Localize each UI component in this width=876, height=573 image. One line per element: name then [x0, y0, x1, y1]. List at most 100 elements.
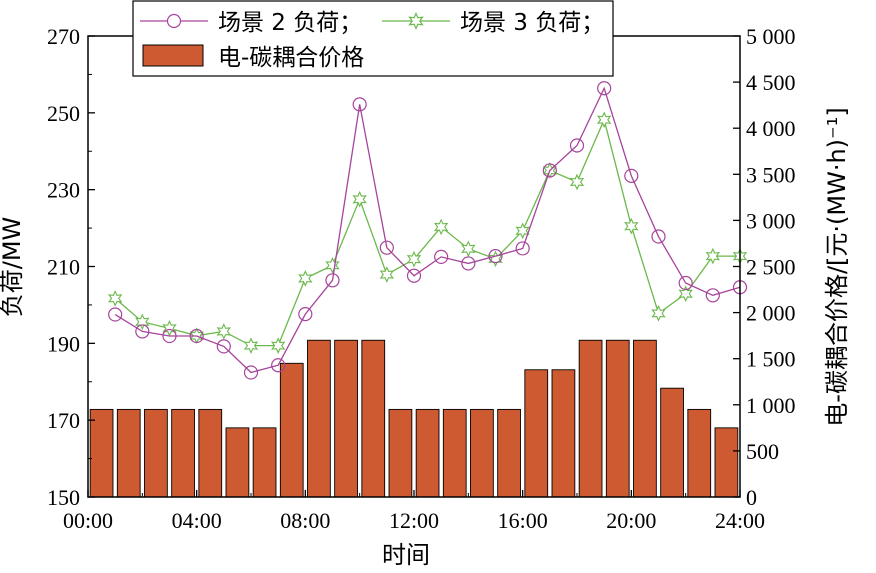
price-bar: [633, 339, 657, 498]
price-bar: [578, 339, 603, 498]
scenario3-point: [162, 320, 177, 337]
price-bar: [551, 369, 576, 498]
scenario3-point: [515, 222, 530, 240]
price-bar: [225, 427, 250, 498]
scenario3-line: [114, 117, 740, 347]
scenario3-point: [406, 250, 422, 268]
scenario2-point: [271, 358, 286, 373]
price-bar: [524, 369, 549, 498]
price-bar: [497, 408, 521, 498]
price-bar: [279, 362, 304, 498]
scenario2-point: [216, 339, 231, 354]
scenario3-point: [107, 290, 123, 307]
scenario3-point: [678, 285, 693, 303]
scenario2-point: [705, 288, 720, 303]
x-tick-label: 20:00: [606, 508, 656, 533]
legend-circle-marker: [166, 13, 182, 29]
scenario2-point: [461, 256, 476, 271]
price-bar: [252, 427, 277, 498]
price-bar: [442, 408, 467, 498]
price-bar: [307, 339, 331, 498]
scenario2-point: [108, 307, 123, 322]
legend-box: [132, 0, 614, 77]
y-left-tick-label: 270: [47, 24, 80, 49]
y-axis-left-label: 负荷/MW: [0, 217, 26, 318]
scenario2-point: [406, 268, 422, 283]
scenario3-point: [651, 305, 666, 322]
scenario3-point: [569, 173, 585, 191]
x-tick-label: 12:00: [389, 508, 439, 533]
legend-star-marker: [408, 12, 424, 30]
legend-bar-swatch: [142, 44, 204, 67]
scenario3-point: [624, 217, 639, 235]
y-right-tick-label: 5 000: [746, 24, 796, 49]
y-right-tick-label: 1 500: [746, 347, 796, 372]
scenario2-point: [243, 365, 259, 380]
y-left-tick-label: 250: [47, 101, 80, 126]
scenario2-point: [298, 307, 313, 322]
scenario2-point: [325, 273, 340, 288]
y-right-tick-label: 4 000: [746, 116, 796, 141]
scenario2-point: [515, 241, 530, 256]
scenario3-point: [433, 218, 449, 236]
scenario3-point: [270, 337, 286, 354]
y-right-tick-label: 4 500: [746, 70, 796, 95]
y-right-tick-label: 0: [746, 485, 757, 510]
x-tick-label: 08:00: [280, 508, 330, 533]
x-tick-label: 00:00: [63, 508, 113, 533]
price-bar: [116, 408, 141, 498]
scenario3-point: [216, 323, 232, 340]
scenario2-point: [624, 168, 639, 183]
scenario3-point: [135, 313, 150, 331]
legend-label-scenario3: 场景 3 负荷；: [460, 10, 604, 36]
price-bar: [714, 427, 739, 498]
price-bar: [388, 408, 413, 498]
price-bar: [198, 408, 223, 498]
legend-label-price: 电-碳耦合价格: [218, 45, 364, 71]
scenario3-point: [243, 337, 259, 354]
y-left-tick-label: 190: [47, 331, 80, 356]
price-bar: [605, 339, 630, 498]
y-left-tick-label: 210: [47, 255, 80, 280]
scenario2-point: [597, 81, 612, 96]
y-right-tick-label: 2 000: [746, 301, 796, 326]
scenario2-point: [542, 163, 557, 178]
x-tick-label: 24:00: [715, 508, 765, 533]
scenario2-point: [352, 97, 367, 112]
scenario3-point: [325, 257, 340, 274]
price-bar: [415, 408, 440, 498]
price-bar: [660, 387, 684, 498]
scenario2-point: [162, 328, 177, 344]
y-left-tick-label: 230: [47, 178, 80, 203]
y-right-tick-label: 500: [746, 439, 779, 464]
price-bar: [334, 339, 358, 498]
scenario3-point: [298, 270, 313, 287]
scenario3-point: [461, 240, 476, 258]
scenario2-line: [114, 86, 741, 374]
y-right-tick-label: 3 000: [746, 208, 796, 233]
scenario2-point: [135, 324, 150, 339]
price-bars: [89, 339, 739, 498]
scenario2-point: [379, 240, 394, 255]
scenario3-point: [379, 266, 395, 283]
x-axis-label: 时间: [382, 541, 430, 569]
scenario2-point: [434, 249, 449, 264]
price-bar: [470, 408, 494, 498]
price-bar: [89, 408, 114, 498]
scenario2-point: [189, 328, 204, 344]
y-axis-right-label: 电-碳耦合价格/[元·(MW·h)⁻¹]: [823, 107, 851, 426]
scenario3-point: [705, 247, 721, 265]
scenario2-point: [651, 229, 666, 244]
legend: 场景 2 负荷； 场景 3 负荷； 电-碳耦合价格: [132, 0, 614, 77]
load-lines: [107, 81, 748, 380]
legend-label-scenario2: 场景 2 负荷；: [218, 10, 362, 36]
y-left-tick-label: 150: [47, 485, 80, 510]
axes: 150 170 190 210 230 250 270 0 500 1 000 1 500 2 000…: [47, 24, 796, 533]
scenario2-point: [569, 138, 585, 153]
scenario2-point: [488, 249, 503, 264]
legend-item-scenario2: 场景 2 负荷；: [140, 10, 362, 36]
y-right-tick-label: 1 000: [746, 393, 796, 418]
legend-item-scenario3: 场景 3 负荷；: [382, 10, 604, 36]
y-right-tick-label: 2 500: [746, 255, 796, 280]
